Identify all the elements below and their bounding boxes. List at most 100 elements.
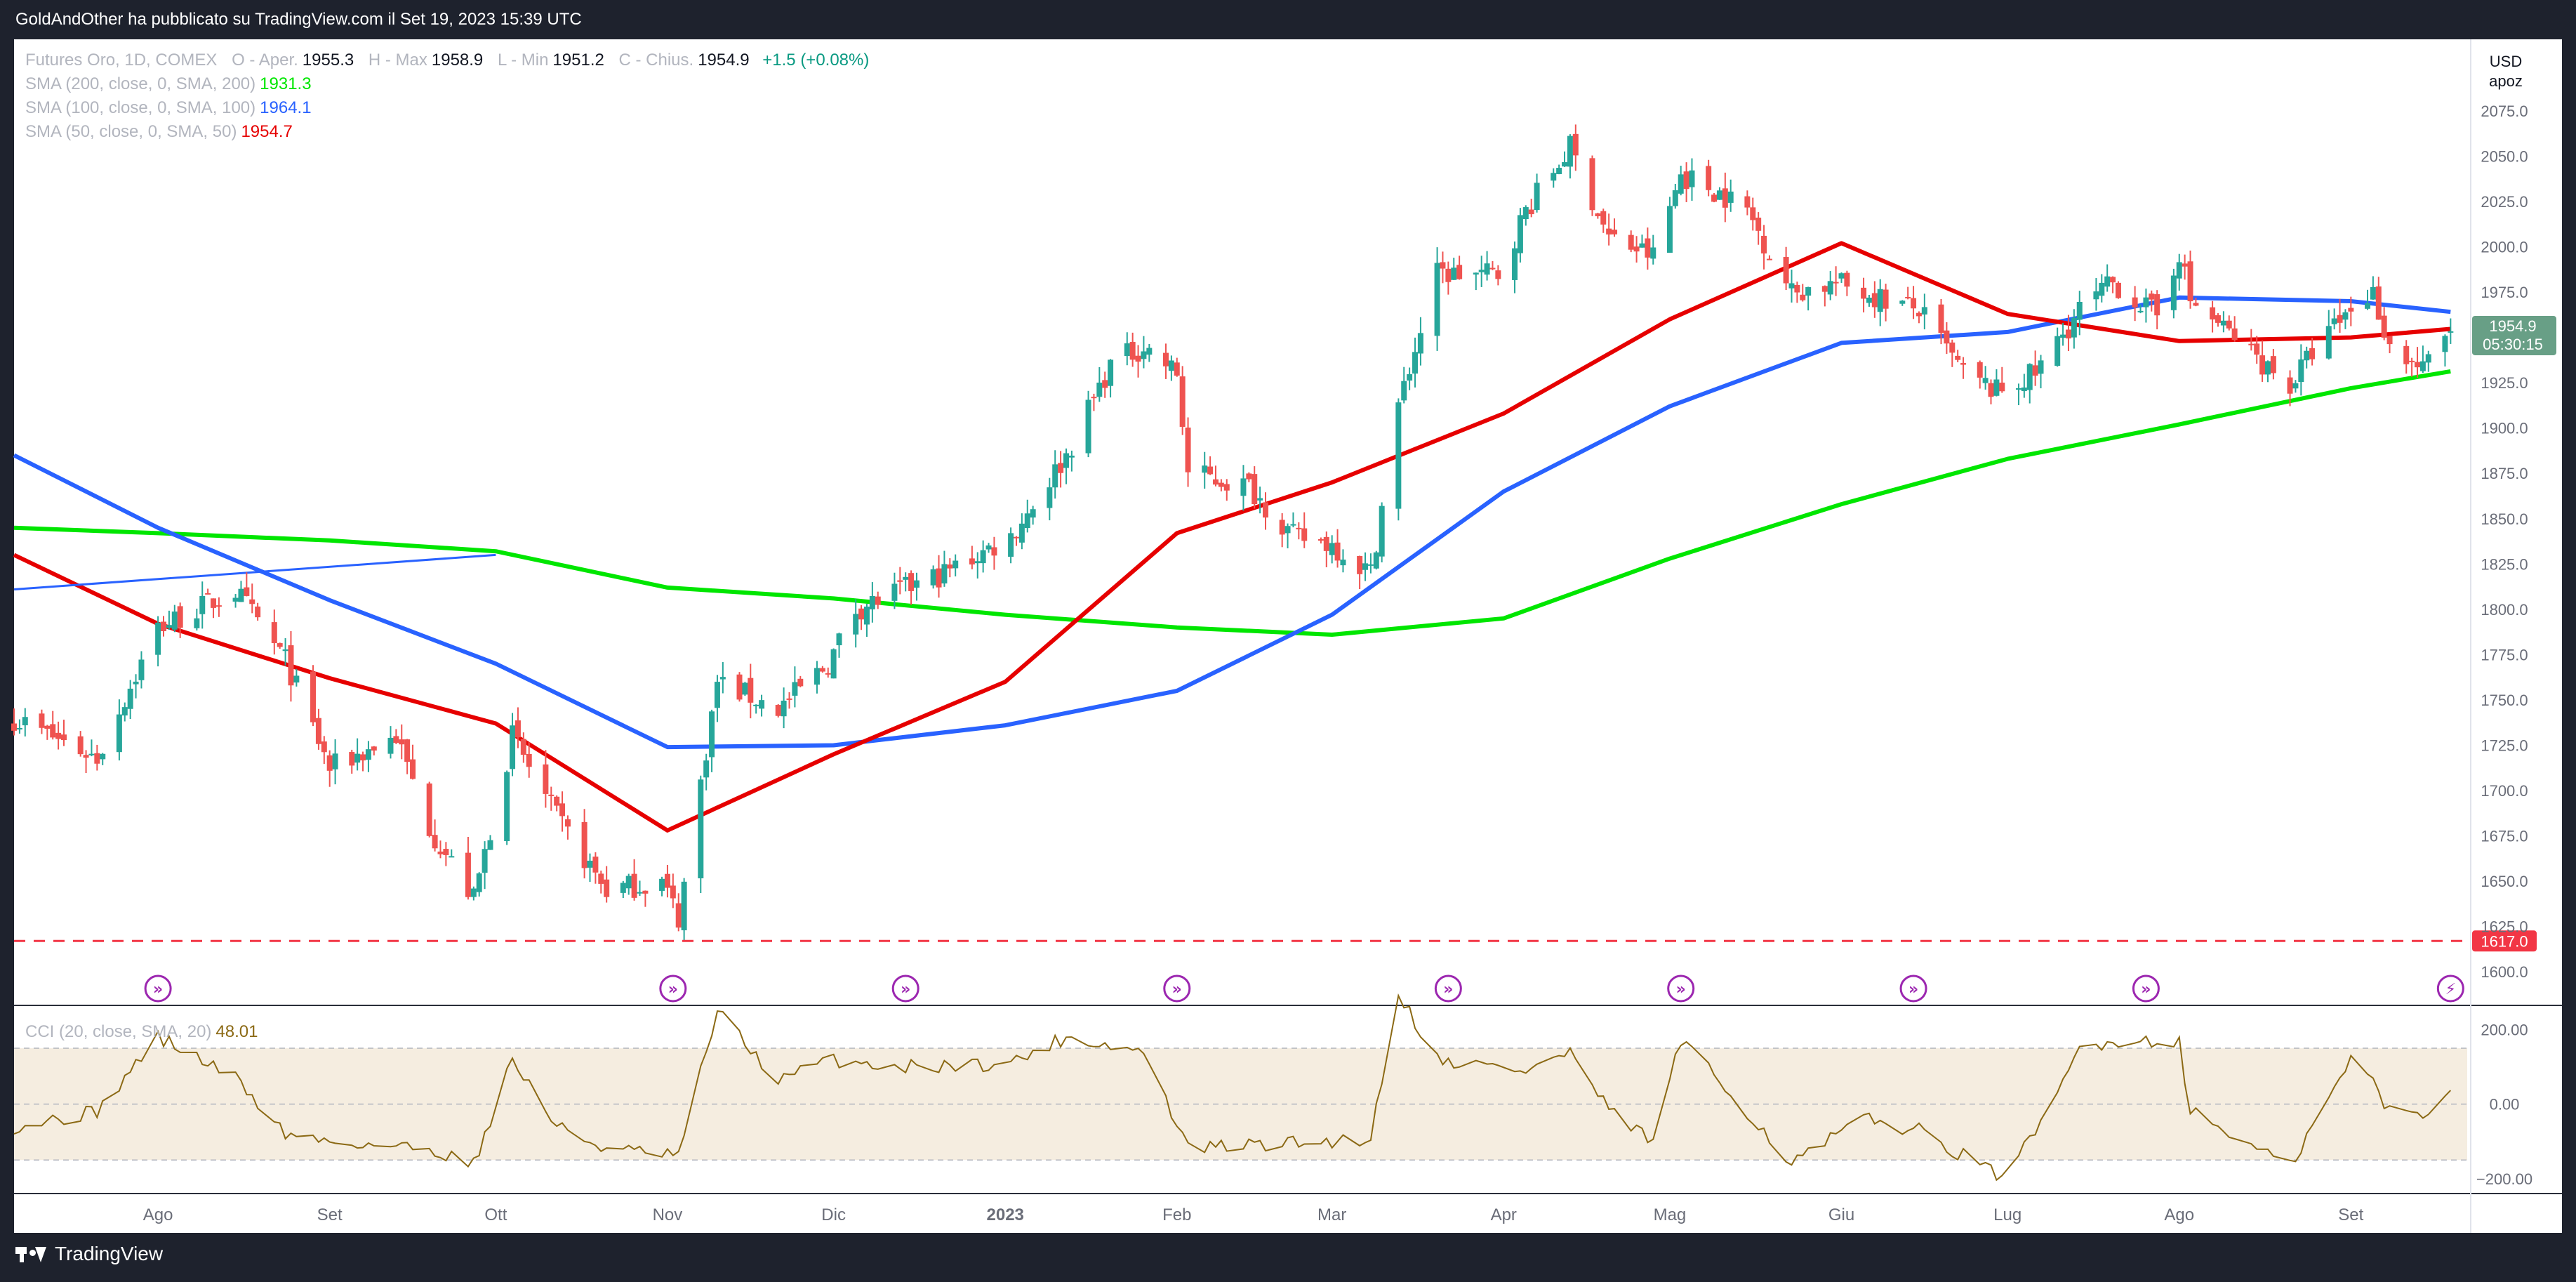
event-marker[interactable]: »: [1163, 974, 1191, 1003]
candle: [526, 742, 532, 778]
event-marker[interactable]: »: [144, 974, 172, 1003]
event-marker[interactable]: »: [1899, 974, 1927, 1003]
candle: [1572, 124, 1579, 171]
candle: [814, 661, 820, 694]
candle-body: [1916, 312, 1922, 317]
candle-body: [1689, 170, 1695, 187]
lightning-icon: ⚡: [2445, 981, 2456, 998]
candle-body: [332, 753, 338, 769]
candle-body: [476, 873, 482, 892]
candle: [781, 687, 787, 729]
candle-body: [249, 599, 255, 604]
candle-body: [819, 668, 825, 672]
candle: [1317, 537, 1324, 544]
candle-body: [1162, 352, 1169, 366]
candle: [1373, 550, 1379, 570]
candle-body: [2442, 336, 2448, 352]
candle: [1944, 322, 1950, 355]
sma200-line: [13, 369, 2451, 637]
candle: [2060, 322, 2066, 346]
price-axis[interactable]: 2075.02050.02025.02000.01975.01950.01925…: [2472, 103, 2556, 1188]
candle-body: [792, 682, 798, 696]
candle: [1284, 523, 1291, 548]
candle: [426, 781, 432, 838]
candle-body: [1174, 362, 1180, 376]
candle: [271, 609, 277, 655]
candle-body: [426, 783, 432, 836]
candle: [936, 555, 942, 598]
event-marker[interactable]: ⚡: [2436, 974, 2464, 1003]
candle: [1257, 487, 1263, 514]
candle: [449, 849, 455, 858]
candle: [1821, 285, 1828, 307]
candle: [1689, 158, 1695, 201]
candle-body: [1512, 248, 1518, 280]
candle: [869, 582, 875, 623]
event-marker[interactable]: »: [2132, 974, 2160, 1003]
high-label: H - Max: [368, 51, 427, 70]
candle-body: [44, 725, 51, 729]
candle-body: [1949, 342, 1956, 353]
candle-body: [2292, 383, 2299, 389]
candle-body: [736, 674, 743, 700]
candle: [1252, 466, 1258, 509]
event-marker[interactable]: »: [659, 974, 687, 1003]
candle-body: [858, 608, 865, 620]
candle: [1329, 535, 1335, 564]
candle-body: [1905, 296, 1911, 298]
event-markers[interactable]: » » » » » » » » ⚡: [144, 974, 2464, 1003]
tradingview-logo[interactable]: TradingView: [15, 1243, 163, 1265]
candle: [1567, 134, 1573, 179]
candle-body: [277, 643, 283, 647]
candle-body: [526, 753, 532, 767]
candle: [1124, 332, 1130, 366]
candle: [77, 731, 84, 757]
price-tick-label: 1675.0: [2481, 828, 2528, 845]
event-marker[interactable]: »: [891, 974, 919, 1003]
candle: [709, 709, 715, 772]
double-chevron-icon: »: [668, 981, 678, 998]
candle: [1362, 552, 1369, 581]
candle: [465, 836, 471, 900]
event-marker-circle: [659, 974, 687, 1003]
time-tick-label: Set: [2338, 1205, 2363, 1224]
candle-body: [1766, 258, 1772, 260]
price-tick-label: 1925.0: [2481, 374, 2528, 392]
candle: [952, 554, 959, 577]
candle-body: [2226, 320, 2232, 329]
candle: [1168, 355, 1174, 381]
candle: [1401, 366, 1407, 404]
candle-body: [1861, 287, 1867, 299]
candle-body: [1495, 270, 1501, 279]
change-value: +1.5 (+0.08%): [762, 51, 870, 70]
candle-body: [1102, 380, 1108, 388]
candle: [1440, 251, 1446, 284]
event-marker[interactable]: »: [1667, 974, 1695, 1003]
candle-body: [1362, 563, 1369, 570]
candle-body: [1960, 363, 1967, 365]
candle-body: [1252, 474, 1258, 505]
candle-body: [155, 622, 161, 655]
grid: [14, 39, 2562, 1233]
candle: [1534, 173, 1540, 213]
candle-body: [127, 688, 133, 709]
candle-body: [215, 605, 222, 607]
candle: [759, 694, 765, 717]
candle: [1678, 166, 1684, 196]
candle-body: [2176, 262, 2182, 279]
candle: [554, 795, 560, 812]
time-axis[interactable]: Ago Set Ott Nov Dic 2023 Feb Mar Apr Mag Giu Lug Ago…: [143, 1205, 2364, 1224]
candle-body: [1434, 263, 1440, 336]
candle: [1716, 187, 1722, 200]
candle-body: [1301, 528, 1308, 541]
candle: [1916, 311, 1922, 324]
event-marker[interactable]: »: [1434, 974, 1462, 1003]
candle: [282, 638, 288, 666]
candle: [482, 841, 488, 890]
currency-unit[interactable]: USD apoz: [2478, 52, 2534, 91]
candle-body: [1645, 238, 1651, 258]
candle-body: [1650, 247, 1657, 259]
candle-body: [1534, 183, 1540, 211]
candle-body: [1317, 538, 1324, 541]
